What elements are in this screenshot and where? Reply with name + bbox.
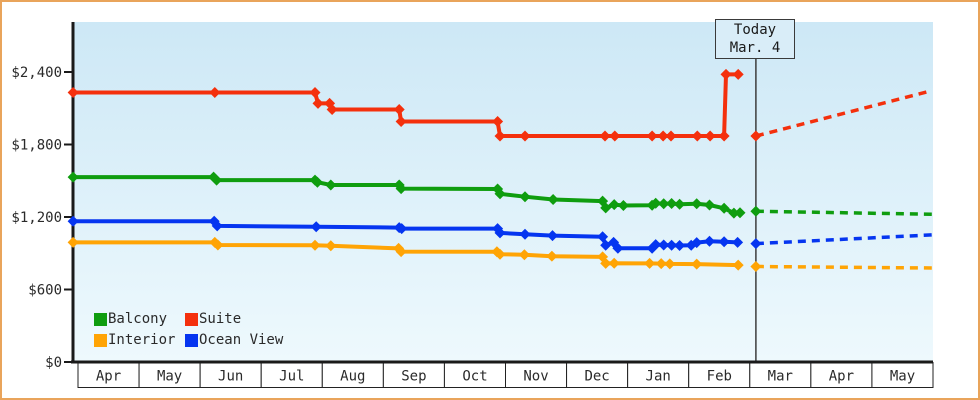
month-label: Jul <box>279 369 304 385</box>
month-label: Oct <box>462 369 487 385</box>
month-label: Apr <box>96 369 121 385</box>
legend-item-interior: Interior <box>94 332 185 348</box>
month-label: Mar <box>768 369 793 385</box>
month-cell <box>443 362 506 388</box>
today-label: Today <box>733 22 777 38</box>
legend-item-ocean-view: Ocean View <box>185 332 283 348</box>
month-label: Sep <box>401 369 426 385</box>
legend-label-interior: Interior <box>108 332 176 348</box>
chart-legend: Balcony Suite Interior Ocean View <box>94 311 283 348</box>
legend-label-suite: Suite <box>199 311 242 327</box>
series-projection-suite <box>755 89 933 138</box>
legend-swatch-balcony-icon <box>94 312 107 326</box>
series-projection-interior <box>755 264 932 270</box>
month-label: Jan <box>646 369 671 385</box>
month-cell <box>871 362 934 388</box>
y-tick-label: $1,200 <box>11 210 62 226</box>
month-cell <box>566 362 629 388</box>
legend-swatch-suite-icon <box>185 312 198 326</box>
month-label: Apr <box>829 369 854 385</box>
legend-item-suite: Suite <box>185 311 283 327</box>
month-label: Jun <box>218 369 243 385</box>
y-tick-label: $2,400 <box>11 65 62 81</box>
month-cell <box>627 362 690 388</box>
month-cell <box>77 362 140 388</box>
month-label: Dec <box>584 369 609 385</box>
month-label: Nov <box>523 369 548 385</box>
today-date: Mar. 4 <box>729 40 781 56</box>
legend-label-balcony: Balcony <box>108 311 168 327</box>
series-projection-balcony <box>755 209 932 217</box>
month-label: Aug <box>340 369 365 385</box>
month-cell <box>505 362 568 388</box>
today-annotation: Today Mar. 4 <box>715 19 795 59</box>
series-projection-ocean-view <box>755 233 932 246</box>
legend-label-ocean-view: Ocean View <box>199 332 284 348</box>
y-tick-label: $600 <box>28 283 62 299</box>
legend-item-balcony: Balcony <box>94 311 185 327</box>
month-label: Feb <box>707 369 732 385</box>
month-label: May <box>890 369 915 385</box>
legend-swatch-interior-icon <box>94 333 107 347</box>
month-cell <box>688 362 751 388</box>
month-cell <box>199 362 262 388</box>
y-tick-label: $1,800 <box>11 138 62 154</box>
series-markers-ocean-view <box>67 215 762 254</box>
legend-swatch-ocean-view-icon <box>185 333 198 347</box>
month-label: May <box>157 369 182 385</box>
y-tick-label: $0 <box>45 355 62 371</box>
month-cell <box>810 362 873 388</box>
